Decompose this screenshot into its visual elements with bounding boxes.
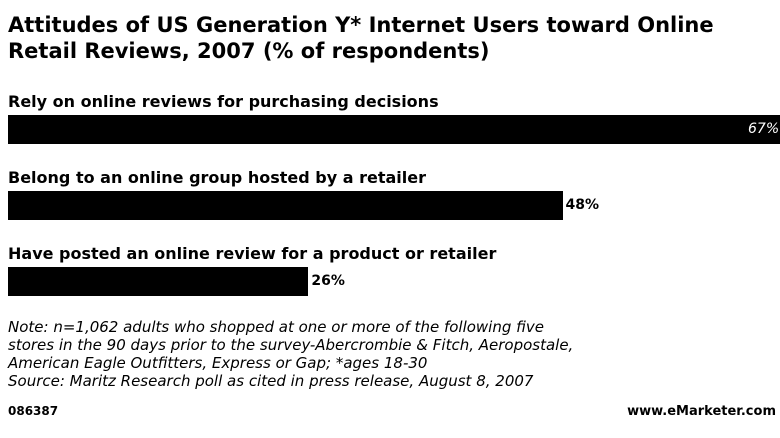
bar (8, 267, 309, 296)
brand: www.eMarketer.com (627, 404, 776, 419)
note-line: American Eagle Outfitters, Express or Ga… (8, 354, 428, 372)
value-label: 26% (311, 273, 345, 289)
value-label: 48% (565, 197, 600, 213)
category-label: Belong to an online group hosted by a re… (8, 168, 426, 187)
note-line: Note: n=1,062 adults who shopped at one … (8, 318, 544, 336)
bar (8, 115, 780, 144)
bar (8, 191, 563, 220)
category-label: Have posted an online review for a produ… (8, 244, 497, 263)
note-line: Source: Maritz Research poll as cited in… (8, 372, 534, 390)
note: Note: n=1,062 adults who shopped at one … (8, 318, 573, 390)
value-label: 67% (748, 121, 780, 137)
chart-title: Attitudes of US Generation Y* Internet U… (8, 13, 714, 63)
note-line: stores in the 90 days prior to the surve… (8, 336, 574, 354)
chart-id: 086387 (8, 404, 59, 418)
category-label: Rely on online reviews for purchasing de… (8, 92, 439, 111)
